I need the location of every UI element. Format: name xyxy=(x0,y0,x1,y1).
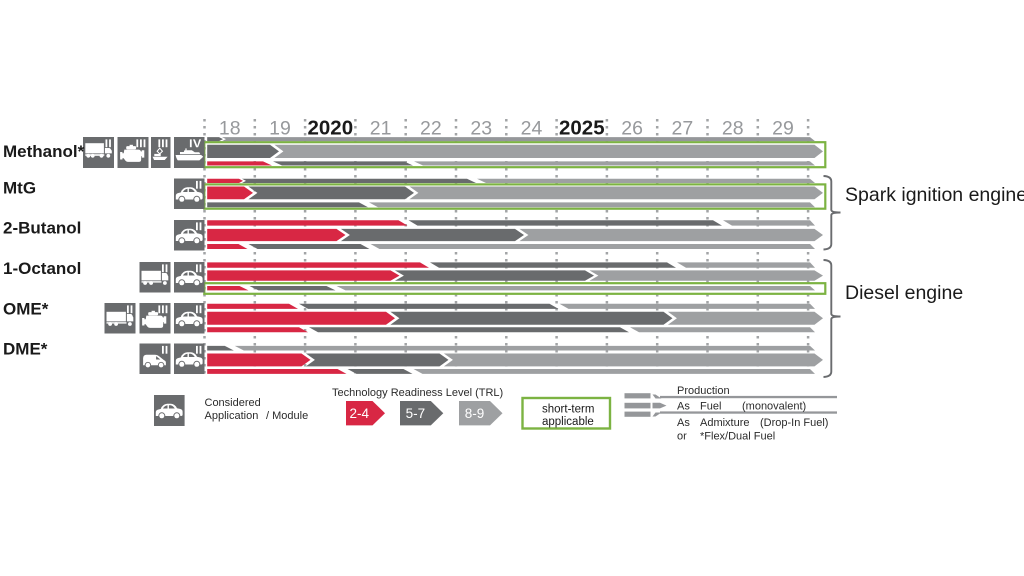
svg-text:18: 18 xyxy=(219,118,241,140)
svg-text:Application: Application xyxy=(205,410,259,422)
svg-text:Methanol*: Methanol* xyxy=(3,142,85,161)
svg-text:Spark ignition engine: Spark ignition engine xyxy=(845,184,1024,206)
svg-text:8-9: 8-9 xyxy=(465,406,485,421)
svg-text:2020: 2020 xyxy=(307,117,353,140)
svg-text:(monovalent): (monovalent) xyxy=(742,400,806,412)
svg-text:21: 21 xyxy=(370,118,392,140)
svg-text:(Drop-In Fuel): (Drop-In Fuel) xyxy=(760,417,828,429)
svg-text:22: 22 xyxy=(420,118,442,140)
svg-text:or: or xyxy=(677,431,687,443)
svg-text:Fuel: Fuel xyxy=(700,400,721,412)
svg-text:24: 24 xyxy=(521,118,543,140)
svg-text:MtG: MtG xyxy=(3,178,36,197)
svg-text:Production: Production xyxy=(677,385,730,397)
svg-text:Diesel engine: Diesel engine xyxy=(845,282,963,304)
svg-text:Considered: Considered xyxy=(205,397,261,409)
svg-text:/ Module: / Module xyxy=(266,410,308,422)
svg-text:1-Octanol: 1-Octanol xyxy=(3,259,81,278)
svg-text:As: As xyxy=(677,417,690,429)
svg-text:OME*: OME* xyxy=(3,299,49,318)
svg-text:2025: 2025 xyxy=(559,117,605,140)
svg-text:19: 19 xyxy=(269,118,291,140)
svg-text:DME*: DME* xyxy=(3,340,48,359)
svg-text:29: 29 xyxy=(772,118,794,140)
svg-text:2-Butanol: 2-Butanol xyxy=(3,218,81,237)
svg-text:27: 27 xyxy=(672,118,694,140)
svg-text:26: 26 xyxy=(621,118,643,140)
svg-text:Technology Readiness Level (TR: Technology Readiness Level (TRL) xyxy=(332,387,503,399)
svg-text:28: 28 xyxy=(722,118,744,140)
svg-text:short-term: short-term xyxy=(542,403,594,415)
svg-text:23: 23 xyxy=(470,118,492,140)
svg-text:As: As xyxy=(677,400,690,412)
svg-text:*Flex/Dual Fuel: *Flex/Dual Fuel xyxy=(700,431,775,443)
svg-text:Admixture: Admixture xyxy=(700,417,750,429)
svg-text:applicable: applicable xyxy=(542,416,594,428)
svg-text:2-4: 2-4 xyxy=(349,406,369,421)
svg-text:5-7: 5-7 xyxy=(406,406,426,421)
